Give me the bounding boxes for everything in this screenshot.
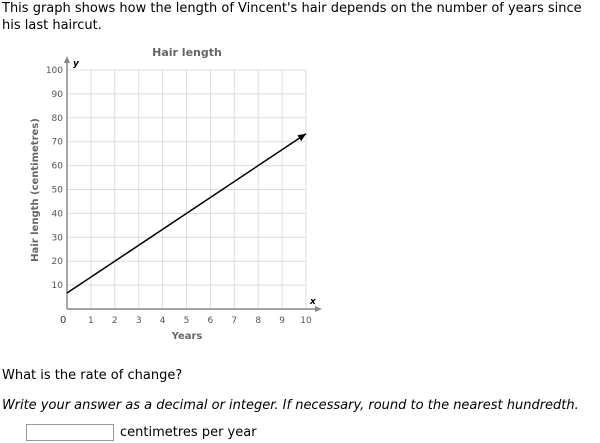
y-axis-arrow-icon: [64, 56, 70, 63]
answer-row: centimetres per year: [26, 424, 257, 441]
y-tick-label: 80: [52, 114, 64, 124]
instruction-text: Write your answer as a decimal or intege…: [2, 398, 579, 413]
x-tick-label: 6: [208, 316, 214, 326]
x-tick-label: 5: [184, 316, 190, 326]
x-tick-label: 7: [231, 316, 237, 326]
y-axis-label: Hair length (centimetres): [30, 118, 41, 262]
x-axis-label: Years: [171, 331, 203, 342]
x-tick-label: 2: [112, 316, 118, 326]
x-tick-label: 1: [88, 316, 94, 326]
y-tick-label: 70: [52, 138, 64, 148]
x-tick-label: 3: [136, 316, 142, 326]
x-axis-letter: x: [309, 297, 317, 307]
intro-text: This graph shows how the length of Vince…: [2, 1, 582, 33]
x-axis-arrow-icon: [315, 306, 322, 312]
x-tick-label: 8: [255, 316, 261, 326]
y-tick-label: 40: [52, 209, 64, 219]
y-tick-label: 100: [46, 66, 63, 76]
x-tick-label: 4: [160, 316, 166, 326]
y-tick-label: 10: [52, 281, 64, 291]
question-text: What is the rate of change?: [2, 368, 183, 383]
y-tick-label: 50: [52, 186, 64, 196]
answer-input[interactable]: [26, 424, 114, 441]
x-tick-label: 9: [279, 316, 285, 326]
y-tick-label: 20: [52, 257, 64, 267]
hair-length-chart: Hair length 1 2 3 4 5 6 7 8 9 10 10 20 30 40 50 60 70 80 9…: [30, 46, 322, 342]
y-tick-label: 30: [52, 233, 64, 243]
chart-title: Hair length: [152, 46, 222, 59]
y-axis-letter: y: [73, 59, 80, 69]
answer-unit: centimetres per year: [120, 425, 257, 440]
y-tick-label: 60: [52, 162, 64, 172]
series-arrow-icon: [297, 133, 306, 142]
series-line: [66, 133, 307, 294]
origin-label: 0: [60, 315, 66, 326]
x-tick-label: 10: [300, 316, 312, 326]
y-tick-label: 90: [52, 90, 64, 100]
